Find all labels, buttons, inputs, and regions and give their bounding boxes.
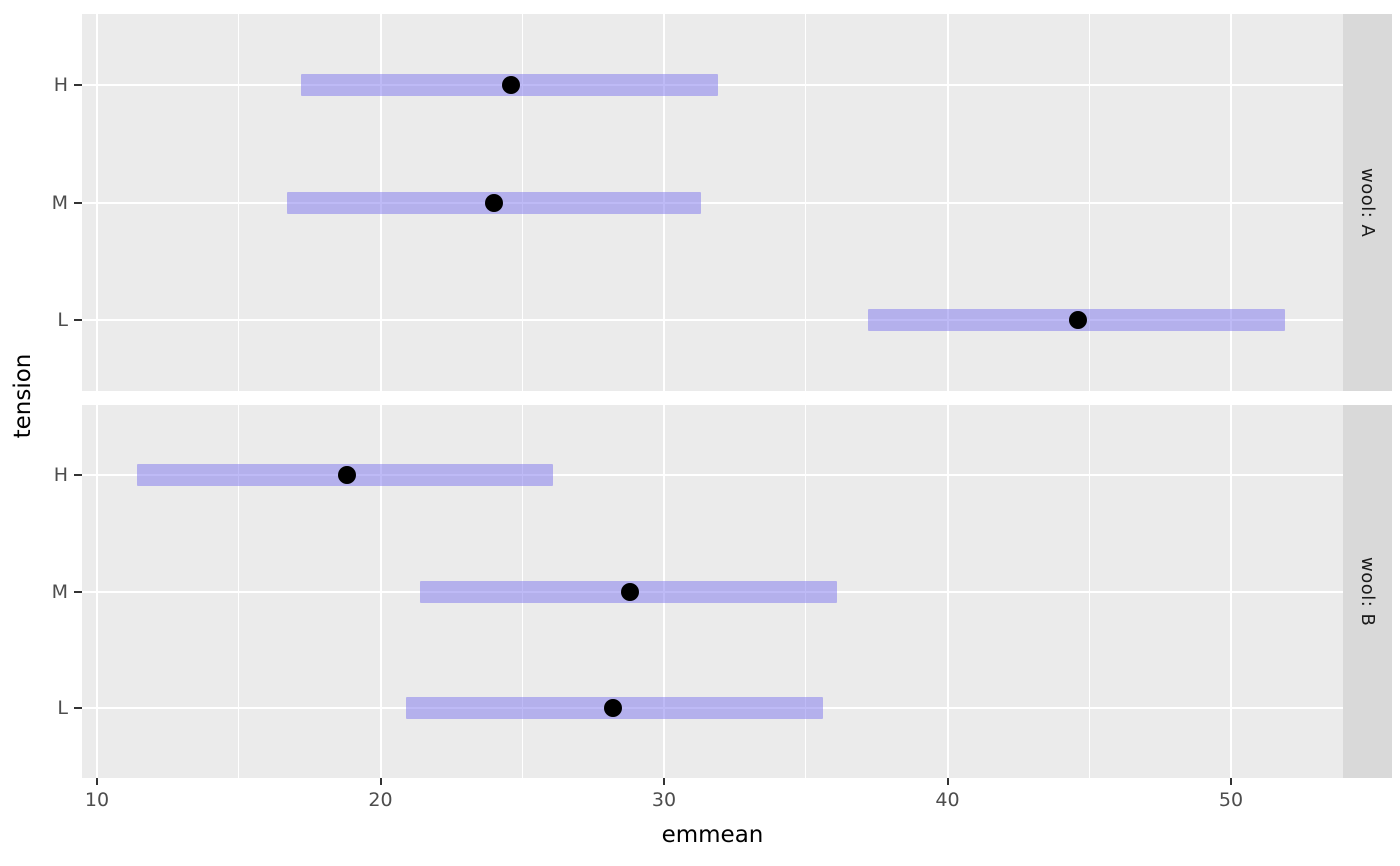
y-tick-label: L	[57, 697, 68, 720]
y-tick-label: H	[53, 73, 68, 96]
gridline-category	[82, 319, 1343, 322]
x-tick-mark	[96, 778, 99, 785]
y-tick-mark	[74, 590, 82, 593]
y-tick-label: M	[51, 580, 68, 603]
point-estimate-h	[501, 75, 520, 94]
point-estimate-m	[621, 582, 639, 601]
x-axis-title: emmean	[661, 822, 764, 848]
gridline-category	[82, 473, 1343, 476]
gridline-category	[82, 201, 1343, 204]
panel-wool-b	[82, 405, 1343, 778]
y-tick-mark	[74, 319, 82, 322]
x-tick-label: 30	[651, 789, 677, 811]
y-axis-title: tension	[10, 353, 36, 439]
facet-strip: wool: A	[1343, 14, 1392, 391]
facet-strip-label: wool: B	[1357, 556, 1378, 627]
y-tick-label: M	[51, 191, 68, 214]
facet-strip: wool: B	[1343, 405, 1392, 778]
facet-strip-label: wool: A	[1357, 167, 1378, 238]
x-tick-mark	[946, 778, 949, 785]
y-tick-mark	[74, 201, 82, 204]
y-tick-label: L	[57, 309, 68, 332]
y-tick-label: H	[53, 463, 68, 486]
point-estimate-l	[1068, 311, 1087, 330]
x-tick-label: 20	[368, 789, 393, 811]
point-estimate-m	[484, 193, 503, 212]
x-tick-label: 40	[935, 789, 960, 811]
point-estimate-h	[337, 465, 356, 484]
point-estimate-l	[603, 699, 622, 718]
panel-wool-a	[82, 14, 1343, 391]
x-tick-mark	[379, 778, 382, 785]
y-tick-mark	[74, 83, 82, 86]
x-tick-label: 10	[84, 789, 110, 811]
x-tick-mark	[663, 778, 666, 785]
y-tick-mark	[74, 473, 82, 476]
x-tick-mark	[1230, 778, 1233, 785]
y-tick-mark	[74, 707, 82, 710]
x-tick-label: 50	[1218, 789, 1244, 811]
